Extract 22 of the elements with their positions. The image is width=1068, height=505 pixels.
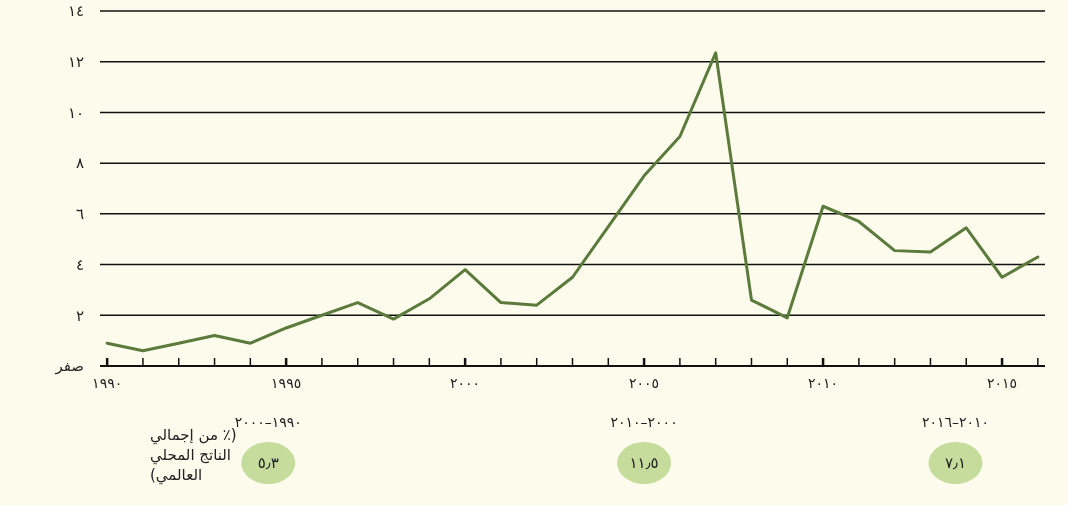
y-tick-label: ١٠ bbox=[67, 103, 84, 122]
text: ٢٠١٦–٢٠١٠ bbox=[921, 414, 990, 430]
y-tick-label: صفر bbox=[54, 357, 84, 376]
y-tick-label: ١٤ bbox=[67, 2, 84, 21]
text: ٢٠١٠–٢٠٠٠ bbox=[610, 414, 678, 430]
x-tick-label: ١٩٩٠ bbox=[92, 375, 123, 391]
line-series bbox=[105, 51, 1040, 353]
y-tick-label: ٢ bbox=[75, 306, 84, 325]
text: ٧٫١ bbox=[945, 454, 966, 473]
text: ١١٫٥ bbox=[629, 454, 659, 473]
y-tick-label: ١٢ bbox=[67, 52, 84, 71]
y-tick-label: ٦ bbox=[75, 205, 84, 224]
x-tick-label: ٢٠٠٠ bbox=[450, 375, 481, 391]
y-tick-label: ٨ bbox=[75, 154, 84, 173]
y-tick-label: ٤ bbox=[75, 255, 84, 274]
text: (٪ من إجمالي الناتج المحلي العالمي) bbox=[150, 426, 237, 485]
text: ٥٫٣ bbox=[257, 454, 279, 473]
x-tick-label: ١٩٩٥ bbox=[271, 375, 302, 391]
x-tick-label: ٢٠٠٥ bbox=[629, 375, 660, 391]
text: ٢٠٠٠–١٩٩٠ bbox=[234, 414, 302, 430]
x-tick-label: ٢٠١٠ bbox=[808, 375, 839, 391]
x-tick-label: ٢٠١٥ bbox=[987, 375, 1018, 391]
